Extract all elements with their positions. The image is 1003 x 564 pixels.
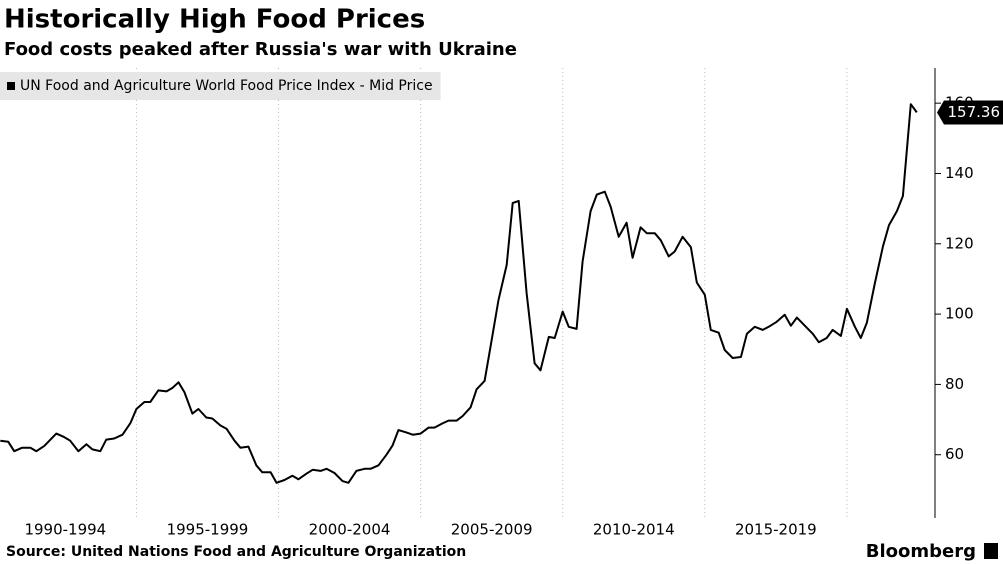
x-tick-label: 2010-2014 bbox=[593, 521, 675, 539]
y-tick-label: 140 bbox=[945, 164, 974, 182]
source: Source: United Nations Food and Agricult… bbox=[6, 544, 466, 560]
y-tick-label: 80 bbox=[945, 375, 964, 393]
x-tick-label: 1990-1994 bbox=[24, 521, 106, 539]
legend-box bbox=[0, 72, 441, 100]
chart-title: Historically High Food Prices bbox=[4, 5, 425, 35]
last-value-box bbox=[937, 100, 1003, 125]
y-tick-label: 60 bbox=[945, 445, 964, 463]
x-tick-label: 2015-2019 bbox=[735, 521, 817, 539]
brand: Bloomberg bbox=[866, 541, 976, 562]
last-value-label: 157.36 bbox=[948, 103, 1001, 121]
chart-subtitle: Food costs peaked after Russia's war wit… bbox=[4, 39, 517, 60]
x-tick-label: 2000-2004 bbox=[309, 521, 391, 539]
brand-icon bbox=[984, 543, 998, 559]
line bbox=[0, 103, 918, 484]
y-tick-label: 100 bbox=[945, 305, 974, 323]
legend-label: UN Food and Agriculture World Food Price… bbox=[20, 78, 433, 94]
x-tick-label: 1995-1999 bbox=[167, 521, 249, 539]
x-tick-label: 2005-2009 bbox=[451, 521, 533, 539]
y-tick-label: 120 bbox=[945, 234, 974, 252]
legend: UN Food and Agriculture World Food Price… bbox=[0, 72, 441, 100]
legend-swatch bbox=[7, 82, 15, 90]
